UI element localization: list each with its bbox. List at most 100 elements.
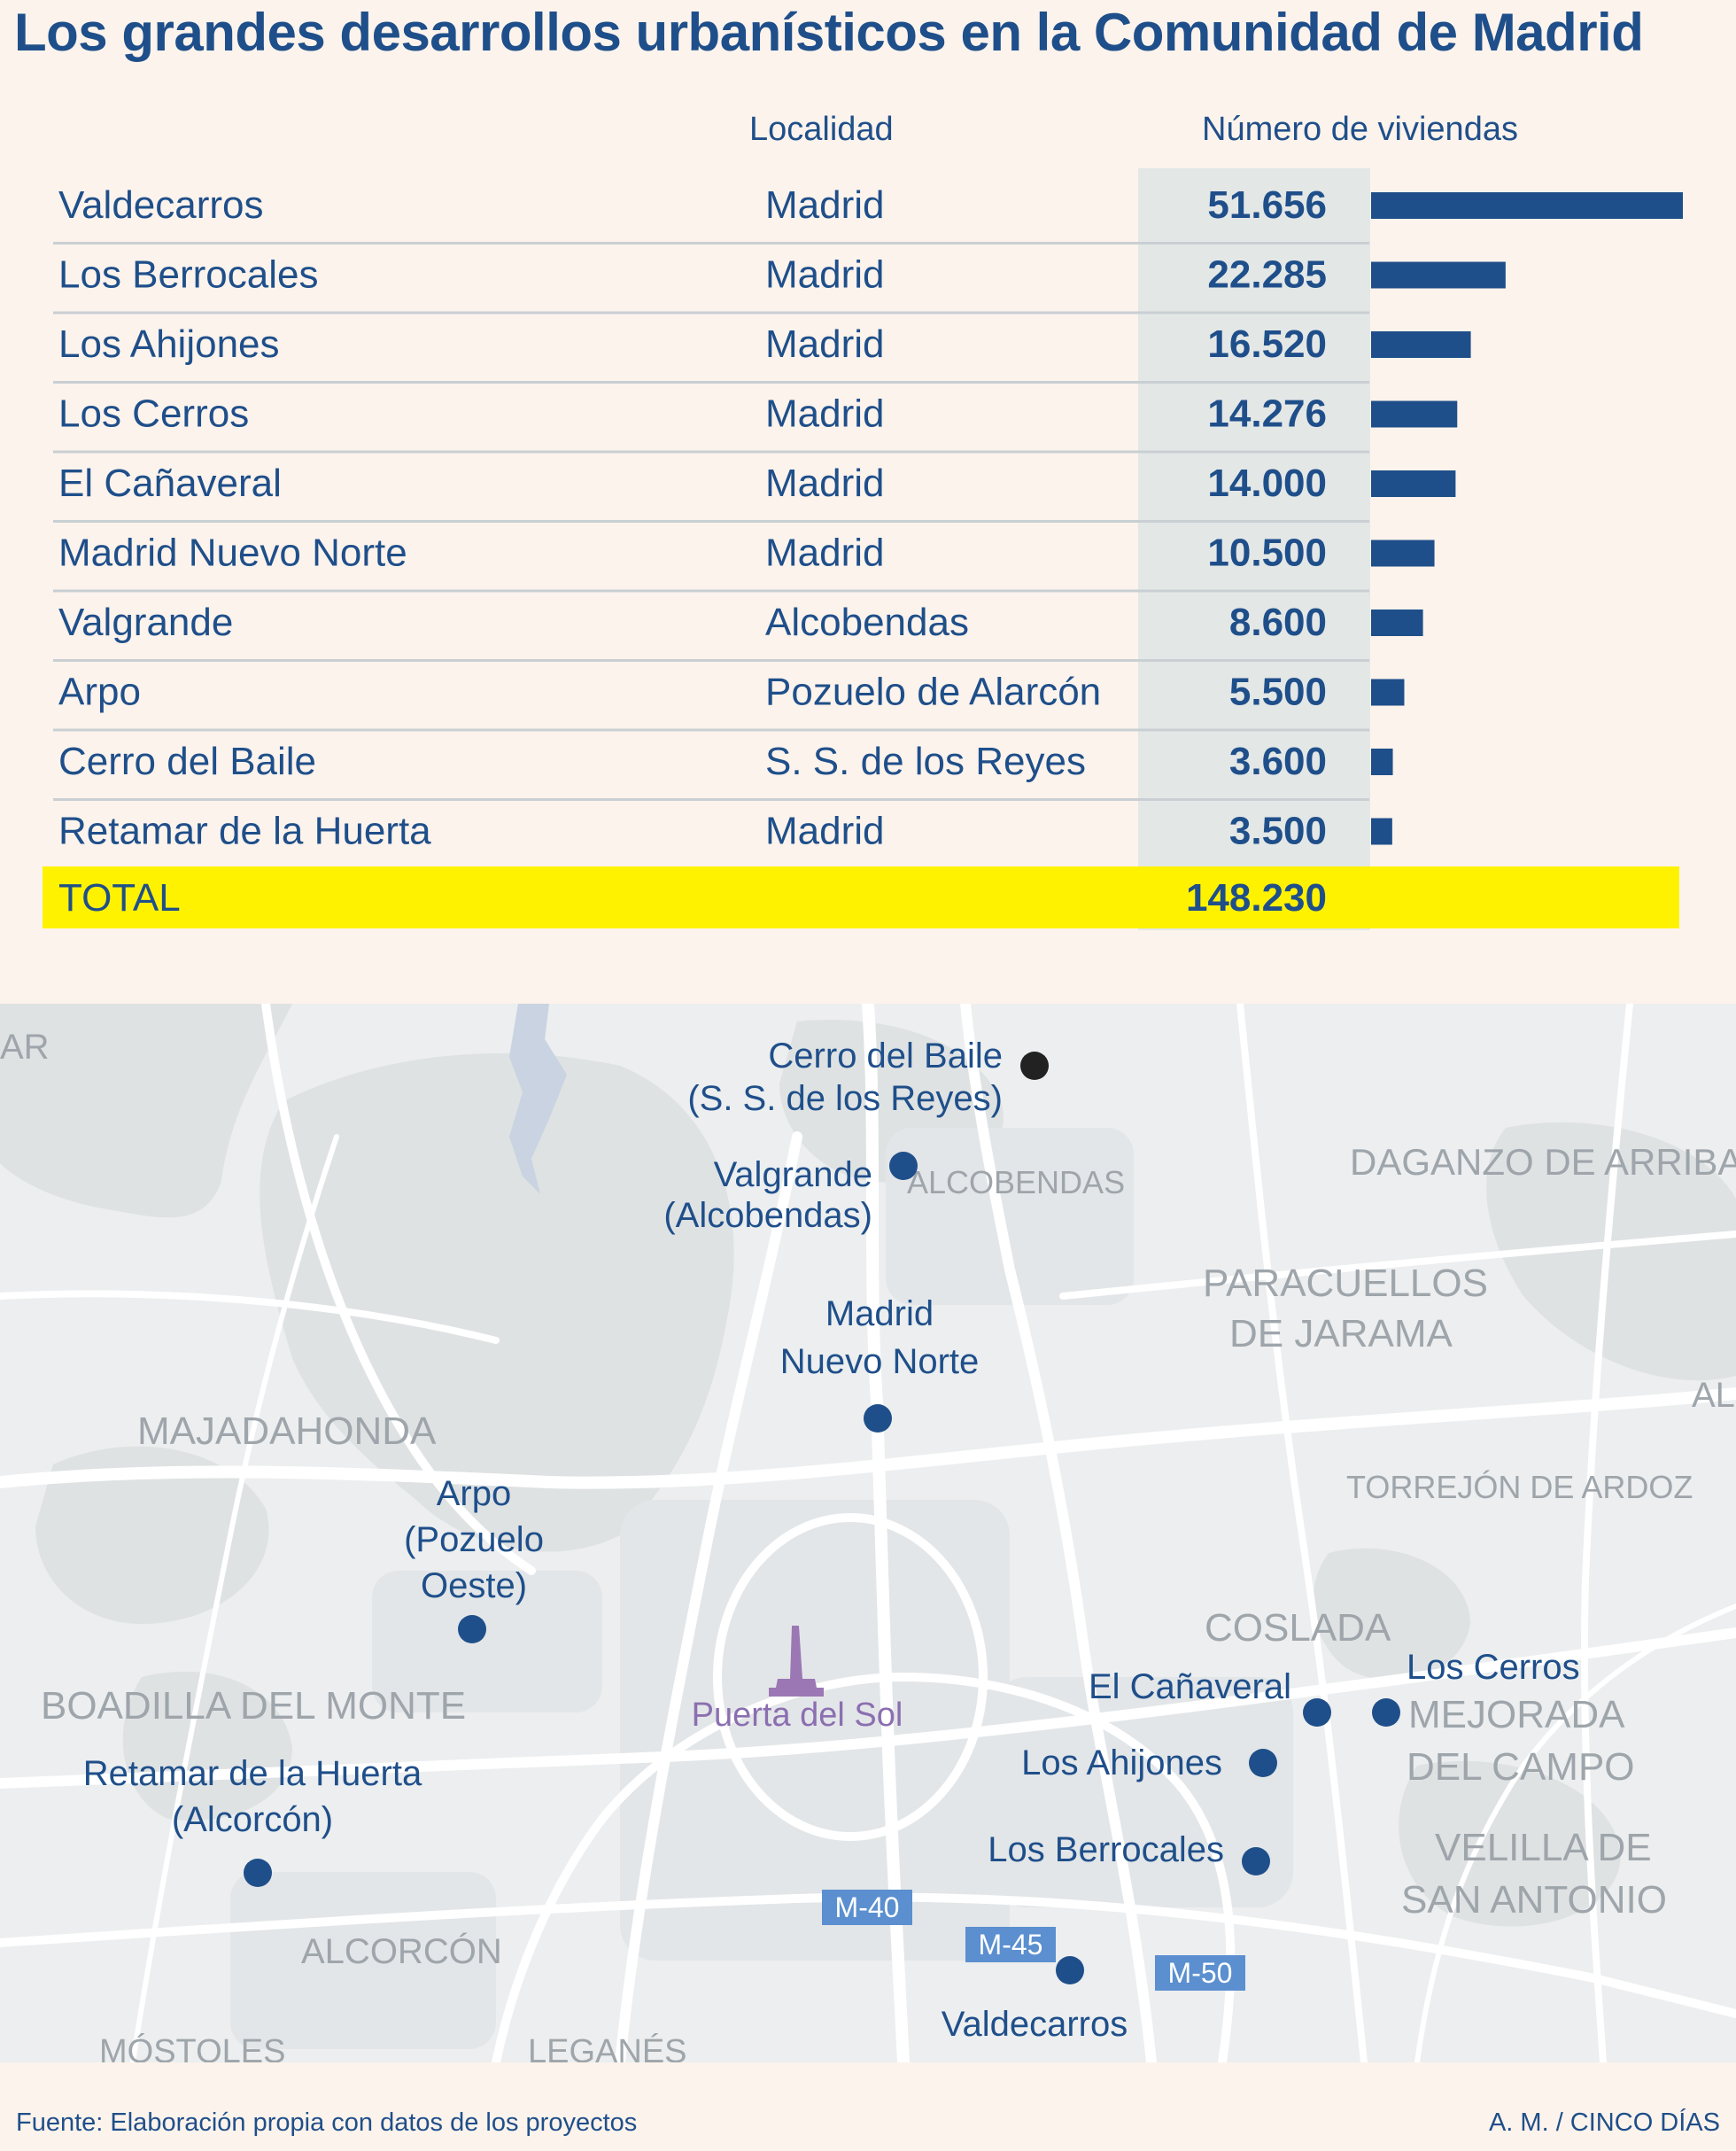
town-label: PARACUELLOS <box>1203 1262 1488 1305</box>
total-label: TOTAL <box>58 876 181 920</box>
bar <box>1371 610 1423 636</box>
marker-dot <box>1249 1749 1277 1777</box>
table-rows: Valdecarros Madrid 51.656 Los Berrocales Mad… <box>53 183 1683 853</box>
bar <box>1371 818 1392 845</box>
row-locality: Madrid <box>765 183 885 227</box>
footer-source: Fuente: Elaboración propia con datos de … <box>16 2108 638 2137</box>
row-locality: Madrid <box>765 392 885 436</box>
row-value: 14.276 <box>1207 392 1327 436</box>
town-label: SAN ANTONIO <box>1401 1878 1667 1922</box>
table-row: Retamar de la Huerta Madrid 3.500 <box>58 810 1392 853</box>
bar <box>1371 749 1393 775</box>
row-value: 10.500 <box>1207 532 1327 575</box>
marker-label: (S. S. de los Reyes) <box>687 1079 1003 1118</box>
marker-label: Los Ahijones <box>1021 1743 1222 1782</box>
total-row-highlight <box>43 866 1679 928</box>
bar <box>1371 400 1458 428</box>
development-marker: Cerro del Baile(S. S. de los Reyes) <box>687 1037 1049 1118</box>
town-label: ALCORCÓN <box>301 1931 502 1971</box>
marker-dot <box>244 1859 272 1887</box>
development-marker: Valdecarros <box>942 1956 1128 2044</box>
town-label: MAJADAHONDA <box>137 1409 437 1453</box>
development-marker: Arpo (Pozuelo Oeste) <box>404 1474 544 1643</box>
row-value: 8.600 <box>1229 601 1327 644</box>
row-name: Retamar de la Huerta <box>58 810 431 853</box>
header-locality: Localidad <box>749 111 894 148</box>
marker-label: Retamar de la Huerta <box>83 1754 422 1793</box>
row-locality: Madrid <box>765 253 885 297</box>
marker-label: (Alcorcón) <box>172 1800 333 1839</box>
landmark-label: Puerta del Sol <box>692 1697 903 1734</box>
town-label: VELILLA DE <box>1435 1826 1652 1869</box>
development-marker: Retamar de la Huerta (Alcorcón) <box>83 1754 422 1887</box>
town-label: DEL CAMPO <box>1407 1745 1635 1789</box>
marker-label: El Cañaveral <box>1089 1667 1291 1706</box>
road-badge: M-45 <box>965 1927 1056 1962</box>
table-row: Valgrande Alcobendas 8.600 <box>53 601 1423 662</box>
table-row: Cerro del Baile S. S. de los Reyes 3.600 <box>53 740 1393 801</box>
row-locality: Madrid <box>765 462 885 505</box>
row-locality: Alcobendas <box>765 601 969 644</box>
road-badge-label: M-45 <box>979 1929 1043 1961</box>
header-value: Número de viviendas <box>1202 111 1518 148</box>
table-row: Arpo Pozuelo de Alarcón 5.500 <box>53 671 1405 732</box>
table-row: Valdecarros Madrid 51.656 <box>53 183 1683 245</box>
marker-label: Valgrande <box>714 1155 872 1194</box>
bar <box>1371 540 1435 567</box>
row-name: Cerro del Baile <box>58 740 316 783</box>
road-badge: M-40 <box>822 1890 912 1925</box>
road-badge: M-50 <box>1155 1955 1245 1991</box>
table-row: Madrid Nuevo Norte Madrid 10.500 <box>53 532 1435 593</box>
marker-label: Valdecarros <box>942 2005 1128 2044</box>
data-table: Localidad Número de viviendas Valdecarro… <box>43 111 1683 930</box>
value-column-background <box>1138 168 1370 930</box>
page-title: Los grandes desarrollos urbanísticos en … <box>14 3 1644 62</box>
row-locality: Madrid <box>765 322 885 366</box>
bar <box>1371 192 1683 219</box>
row-value: 22.285 <box>1207 253 1327 297</box>
bar <box>1371 679 1405 706</box>
marker-dot <box>1242 1847 1270 1875</box>
map: AR DAGANZO DE ARRIBA ALCOBENDAS PARACUELLOS… <box>0 1004 1736 2062</box>
town-label: DAGANZO DE ARRIBA <box>1350 1141 1736 1183</box>
row-name: Arpo <box>58 671 141 714</box>
monument-icon <box>769 1626 824 1697</box>
row-name: Madrid Nuevo Norte <box>58 532 407 575</box>
road-badge-label: M-40 <box>835 1891 900 1923</box>
row-value: 14.000 <box>1207 462 1327 505</box>
road-badges: M-40 M-45 M-50 <box>822 1890 1245 1991</box>
marker-dot <box>889 1152 918 1180</box>
row-name: Valgrande <box>58 601 233 644</box>
marker-dot <box>1372 1698 1400 1727</box>
town-label: LEGANÉS <box>528 2032 687 2062</box>
row-locality: Pozuelo de Alarcón <box>765 671 1101 714</box>
row-name: Los Ahijones <box>58 322 280 366</box>
town-label: TORREJÓN DE ARDOZ <box>1346 1469 1693 1505</box>
marker-dot <box>864 1404 892 1433</box>
town-label: AR <box>0 1028 50 1067</box>
row-locality: S. S. de los Reyes <box>765 740 1086 783</box>
row-value: 3.600 <box>1229 740 1327 783</box>
development-marker: Los Berrocales <box>988 1830 1270 1875</box>
town-label: BOADILLA DEL MONTE <box>41 1684 466 1728</box>
row-name: Los Cerros <box>58 392 249 436</box>
road-badge-bg <box>822 1890 912 1925</box>
table-row: Los Berrocales Madrid 22.285 <box>53 253 1506 314</box>
marker-label: Madrid <box>825 1294 934 1333</box>
total-value: 148.230 <box>1186 876 1327 920</box>
row-value: 3.500 <box>1229 810 1327 853</box>
table-row: Los Ahijones Madrid 16.520 <box>53 322 1471 384</box>
development-marker: Los Cerros <box>1372 1648 1580 1727</box>
table-row: Los Cerros Madrid 14.276 <box>53 392 1458 454</box>
table-row: El Cañaveral Madrid 14.000 <box>53 462 1456 523</box>
green-areas <box>0 1004 1736 1927</box>
marker-label: Los Cerros <box>1407 1648 1580 1687</box>
footer-credit: A. M. / CINCO DÍAS <box>1488 2108 1720 2137</box>
ring-road <box>713 1513 988 1841</box>
road-badge-label: M-50 <box>1168 1957 1233 1989</box>
row-value: 51.656 <box>1207 183 1327 227</box>
town-label: MEJORADA <box>1408 1693 1625 1736</box>
town-labels: AR DAGANZO DE ARRIBA ALCOBENDAS PARACUELLOS… <box>0 1028 1736 2062</box>
bar <box>1371 331 1471 358</box>
town-label: AL <box>1692 1376 1735 1415</box>
